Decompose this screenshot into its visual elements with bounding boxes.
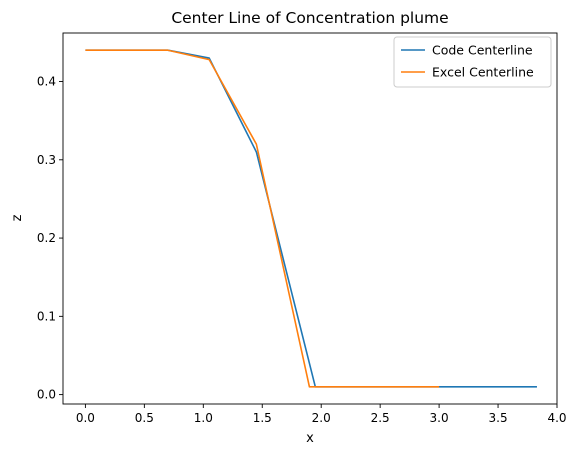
y-tick-label: 0.0 [37, 388, 56, 402]
x-tick-label: 2.5 [371, 411, 390, 425]
series-line-code-centerline [85, 49, 537, 388]
legend-label-excel-centerline: Excel Centerline [432, 65, 534, 80]
legend-box [393, 36, 552, 88]
chart-title: Center Line of Concentration plume [171, 9, 448, 27]
legend-label-code-centerline: Code Centerline [432, 43, 533, 58]
y-tick-label: 0.3 [37, 153, 56, 167]
x-tick-label: 4.0 [547, 411, 566, 425]
x-tick-label: 3.5 [489, 411, 508, 425]
x-tick-label: 1.5 [253, 411, 272, 425]
x-axis-label: x [306, 431, 314, 446]
x-tick-label: 2.0 [312, 411, 331, 425]
x-axis: 0.0 0.5 1.0 1.5 2.0 2.5 3.0 3.5 4.0 [76, 404, 567, 425]
y-axis: 0.0 0.1 0.2 0.3 0.4 [37, 75, 63, 402]
x-tick-label: 1.0 [194, 411, 213, 425]
plot-frame [62, 32, 558, 405]
x-tick-label: 0.5 [135, 411, 154, 425]
y-axis-label: z [10, 214, 25, 221]
series-line-excel-centerline [85, 49, 440, 388]
y-tick-label: 0.1 [37, 309, 56, 323]
y-tick-label: 0.2 [37, 231, 56, 245]
y-tick-label: 0.4 [37, 75, 56, 89]
legend: Code Centerline Excel Centerline [393, 36, 552, 88]
plot-lines [85, 49, 537, 388]
x-tick-label: 0.0 [76, 411, 95, 425]
x-tick-label: 3.0 [430, 411, 449, 425]
